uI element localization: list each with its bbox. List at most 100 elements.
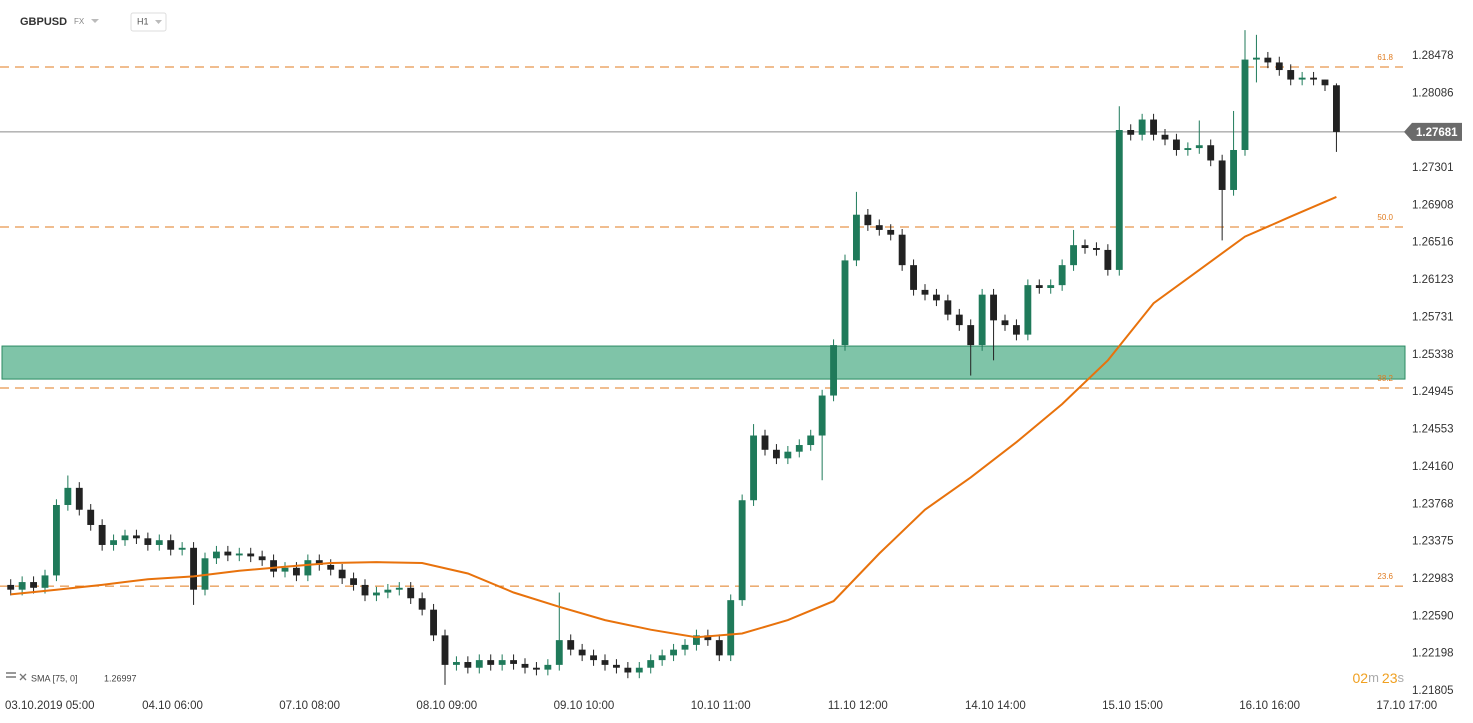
candle-body (247, 553, 255, 557)
candle-body (761, 435, 769, 450)
y-tick-label: 1.26516 (1412, 237, 1454, 249)
candle-body (1070, 245, 1077, 266)
y-tick-label: 1.24945 (1412, 386, 1454, 398)
minutes: 02 (1353, 670, 1369, 686)
candle-body (224, 551, 232, 556)
candle-body (544, 664, 552, 670)
candle-body (418, 598, 426, 610)
candle-body (178, 547, 186, 550)
candle-body (133, 535, 140, 539)
candle-body (864, 214, 872, 226)
candle-body (681, 644, 689, 650)
candle-body (910, 265, 917, 290)
y-tick-label: 1.24553 (1412, 424, 1454, 436)
candle-body (1150, 119, 1157, 135)
interval-box[interactable] (130, 12, 167, 32)
icon (6, 672, 16, 674)
candle-body (1013, 325, 1020, 335)
sma-line (10, 195, 1337, 639)
x-tick-label: 16.10 16:00 (1239, 700, 1300, 712)
candle-body (1047, 285, 1055, 288)
candle-body (75, 487, 83, 510)
x-tick-label: 03.10.2019 05:00 (5, 700, 95, 712)
y-tick-label: 1.22198 (1412, 648, 1454, 660)
candle-body (18, 582, 26, 590)
candle-body (773, 449, 780, 459)
x-tick-label: 09.10 10:00 (554, 700, 615, 712)
interval[interactable]: H1 (137, 16, 149, 26)
y-tick-label: 1.28478 (1412, 50, 1454, 62)
candle-body (875, 225, 883, 230)
candle-body (704, 635, 712, 641)
candle-body (944, 300, 952, 315)
candle-body (978, 294, 986, 346)
candle-body (647, 660, 655, 668)
level-label: 23.6 (1377, 572, 1393, 581)
minutes-unit: m (1368, 670, 1379, 685)
candle-body (1161, 134, 1169, 140)
candle-body (578, 649, 586, 656)
candle-body (555, 640, 563, 665)
candle-body (41, 575, 49, 588)
candle-body (1241, 59, 1249, 150)
candle-body (338, 569, 346, 579)
candle-body (1058, 265, 1066, 286)
candle-body (590, 655, 597, 661)
zone (1, 345, 1406, 380)
candle-body (1275, 62, 1283, 71)
candle-body (1184, 148, 1192, 150)
x-tick-label: 15.10 15:00 (1102, 700, 1163, 712)
plot-area: 61.8 50.0 38.2 23.6 (0, 30, 1406, 685)
candle-body (155, 540, 163, 545)
candle-body (1104, 249, 1112, 270)
candle-body (53, 504, 60, 576)
candle-body (795, 445, 803, 452)
candle-body (98, 524, 106, 545)
last-price-tag (1404, 122, 1462, 141)
candle-body (1081, 245, 1089, 249)
candle-body (830, 345, 837, 396)
dropdown-arrow (155, 20, 162, 24)
y-tick-label: 1.27301 (1412, 162, 1454, 174)
candle-body (258, 556, 266, 561)
x-tick-label: 14.10 14:00 (965, 700, 1026, 712)
candle-body (30, 582, 37, 588)
seconds-unit: s (1398, 670, 1405, 685)
candle-body (898, 234, 906, 266)
indicator-legend: SMA [75, 0] 1.26997 (6, 672, 137, 683)
y-tick-label: 1.23375 (1412, 536, 1454, 548)
y-tick-label: 1.28086 (1412, 87, 1454, 99)
candle-body (853, 214, 860, 261)
candle-body (1253, 57, 1260, 60)
y-tick-label: 1.24160 (1412, 461, 1454, 473)
indicator-label: SMA [75, 0] (31, 673, 78, 683)
candle-body (464, 662, 472, 668)
y-tick-label: 1.25338 (1412, 349, 1454, 361)
candle-body (715, 640, 723, 656)
candle-body (613, 664, 620, 668)
y-tick-label: 1.23768 (1412, 498, 1454, 510)
seconds: 23 (1382, 670, 1398, 686)
candle-body (510, 660, 517, 664)
candle-body (1287, 70, 1295, 80)
candle-body (270, 560, 277, 572)
candle-body (281, 567, 289, 572)
indicator-value: 1.26997 (104, 673, 137, 683)
close-icon[interactable] (19, 673, 27, 681)
candle-body (818, 395, 826, 436)
candle-body (1218, 160, 1226, 190)
dropdown-arrow (91, 19, 99, 23)
candle-body (1230, 149, 1237, 190)
candle-body (453, 662, 460, 665)
candle-body (693, 635, 700, 645)
candle-body (990, 294, 997, 321)
candle-body (750, 435, 757, 501)
candle-body (887, 229, 895, 235)
candle-body (1195, 145, 1203, 149)
symbol: GBPUSD (20, 16, 67, 28)
candle-body (521, 663, 529, 668)
y-tick-label: 1.22590 (1412, 610, 1454, 622)
candle-body (624, 667, 632, 673)
